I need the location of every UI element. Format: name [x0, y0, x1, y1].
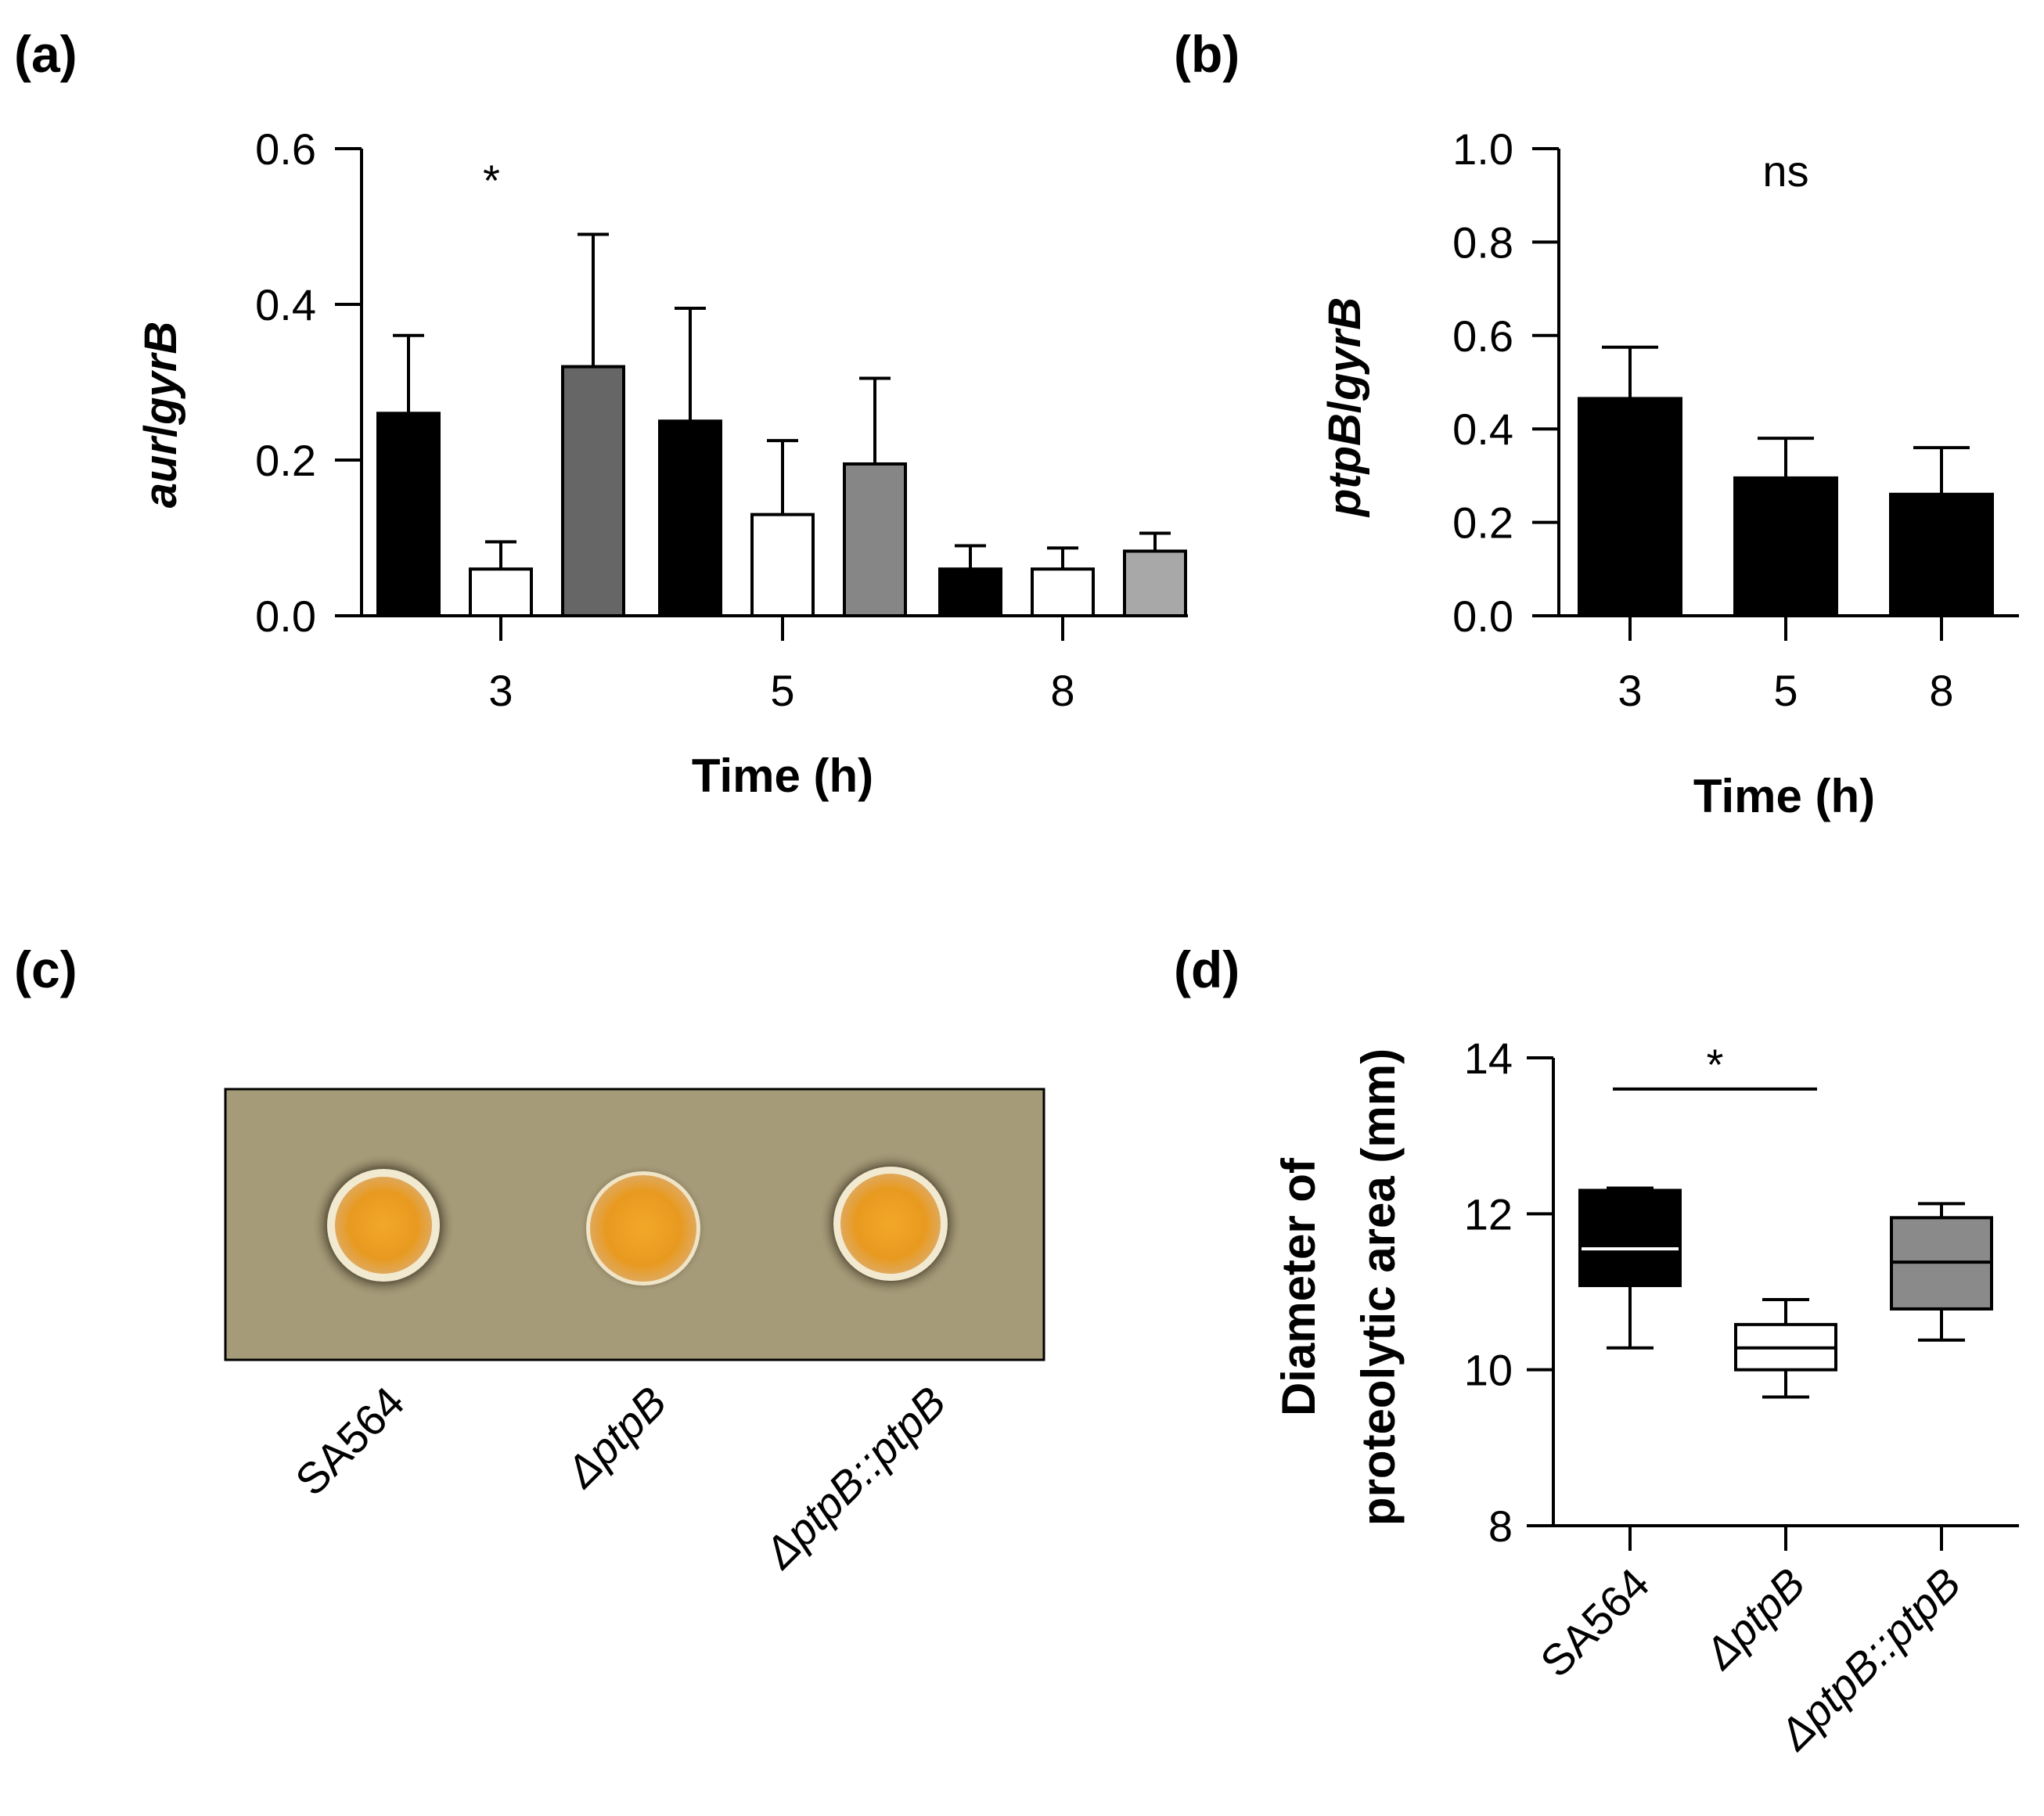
- box-d: [1578, 1188, 1682, 1288]
- panel-label-c: (c): [14, 940, 77, 998]
- y-tick-label-d: 8: [1488, 1501, 1513, 1551]
- y-tick-label-a: 0.6: [255, 124, 316, 174]
- bar-a: [469, 567, 533, 617]
- bar-a: [658, 419, 722, 617]
- significance-star-d: *: [1707, 1040, 1724, 1089]
- y-tick-label-b: 0.4: [1452, 405, 1513, 454]
- bar-a: [750, 512, 815, 618]
- y-axis-label-d-line1: Diameter of: [1272, 1157, 1325, 1416]
- chart-a: 0.0 0.2 0.4 0.6 3 5 8 * aur/gyrB Time (h): [135, 124, 1188, 802]
- x-tick-label-b: 8: [1929, 666, 1953, 715]
- x-tick-label-d: ΔptpB: [1693, 1559, 1814, 1679]
- bar-a: [561, 365, 625, 617]
- y-tick-label-d: 14: [1464, 1034, 1513, 1083]
- colony-sa564: [335, 1177, 432, 1274]
- plate-photo: SA564 ΔptpB ΔptpB::ptpB: [224, 1088, 1045, 1578]
- y-tick-label-a: 0.2: [255, 436, 316, 485]
- panel-label-b: (b): [1174, 25, 1240, 83]
- colony-ptpb: [590, 1175, 696, 1282]
- ns-annotation: ns: [1762, 146, 1808, 196]
- strain-label-complement: ΔptpB::ptpB: [754, 1377, 955, 1578]
- y-tick-label-a: 0.4: [255, 280, 316, 329]
- strain-label-sa564: SA564: [286, 1377, 413, 1505]
- bar-a: [1031, 567, 1095, 617]
- y-tick-label-b: 0.0: [1452, 592, 1513, 641]
- y-tick-label-a: 0.0: [255, 592, 316, 641]
- bar-a: [843, 462, 907, 617]
- y-axis-label-d-line2: proteolytic area (mm): [1352, 1048, 1405, 1526]
- x-tick-label-b: 5: [1773, 666, 1797, 715]
- strain-label-ptpb: ΔptpB: [555, 1377, 675, 1498]
- y-tick-label-b: 0.2: [1452, 498, 1513, 548]
- chart-b: 0.0 0.2 0.4 0.6 0.8 1.0 3 5 8 ns ptpB/gyrB Time …: [1319, 124, 2019, 822]
- y-tick-label-d: 12: [1464, 1189, 1513, 1239]
- bar-b: [1578, 397, 1682, 617]
- y-tick-label-d: 10: [1464, 1346, 1513, 1395]
- y-axis-label-b: ptpB/gyrB: [1319, 297, 1370, 518]
- x-tick-label-a: 3: [488, 666, 513, 715]
- bar-a: [938, 567, 1002, 617]
- bar-b: [1889, 492, 1994, 618]
- bar-b: [1733, 476, 1838, 618]
- x-tick-label-d: SA564: [1531, 1559, 1658, 1686]
- x-axis-label-b: Time (h): [1693, 770, 1875, 822]
- panel-label-d: (d): [1174, 940, 1240, 998]
- y-axis-label-a: aur/gyrB: [135, 322, 186, 509]
- y-tick-label-b: 0.6: [1452, 311, 1513, 361]
- significance-star-a: *: [483, 156, 500, 205]
- y-tick-label-b: 1.0: [1452, 124, 1513, 174]
- y-tick-label-b: 0.8: [1452, 218, 1513, 267]
- x-tick-label-a: 5: [770, 666, 794, 715]
- colony-complement: [840, 1174, 941, 1274]
- panel-label-a: (a): [14, 25, 77, 83]
- x-tick-label-b: 3: [1618, 666, 1642, 715]
- x-tick-label-a: 8: [1050, 666, 1074, 715]
- bar-a: [376, 412, 441, 617]
- bar-a: [1123, 549, 1187, 617]
- x-axis-label-a: Time (h): [692, 750, 873, 802]
